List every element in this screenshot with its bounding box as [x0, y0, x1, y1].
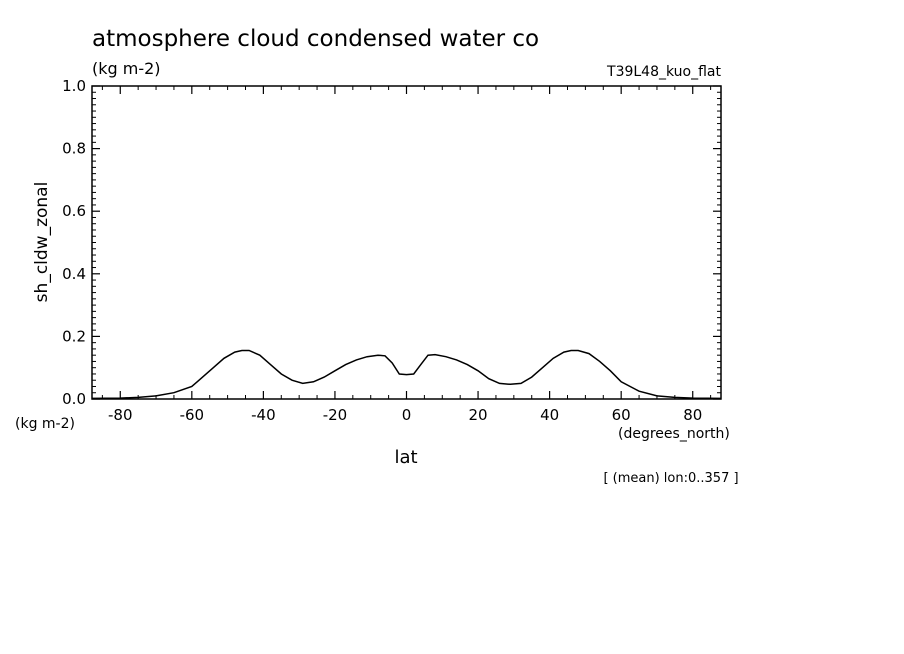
series-line	[91, 349, 722, 400]
x-tick-label: 60	[612, 406, 631, 424]
x-tick-label: -60	[180, 406, 205, 424]
x-tick-label: 20	[469, 406, 488, 424]
x-tick-label: 0	[402, 406, 412, 424]
x-axis-label: lat	[394, 447, 417, 468]
y-tick-label: 0.8	[62, 140, 86, 158]
y-axis: 0.0 0.2 0.4 0.6 0.8 1.0	[62, 77, 721, 408]
x-units-label: (degrees_north)	[618, 426, 730, 442]
x-axis: -80 -60 -40 -20 0 20 40 60 80	[101, 86, 712, 424]
y-tick-label: 1.0	[62, 77, 86, 95]
y-axis-label: sh_cldw_zonal	[32, 182, 52, 303]
x-tick-label: -40	[251, 406, 276, 424]
y-tick-label: 0.2	[62, 327, 86, 345]
x-tick-label: -80	[108, 406, 133, 424]
x-tick-label: -20	[323, 406, 348, 424]
y-tick-label: 0.6	[62, 202, 86, 220]
y-units-label: (kg m-2)	[15, 416, 75, 432]
footnote: [ (mean) lon:0..357 ]	[603, 471, 738, 486]
x-tick-label: 40	[540, 406, 559, 424]
plot-frame	[91, 85, 722, 400]
units-label: (kg m-2)	[92, 59, 161, 78]
y-tick-label: 0.4	[62, 265, 86, 283]
y-tick-label: 0.0	[62, 390, 86, 408]
chart-title: atmosphere cloud condensed water co	[92, 26, 539, 52]
x-tick-label: 80	[683, 406, 702, 424]
run-label: T39L48_kuo_flat	[606, 64, 721, 80]
